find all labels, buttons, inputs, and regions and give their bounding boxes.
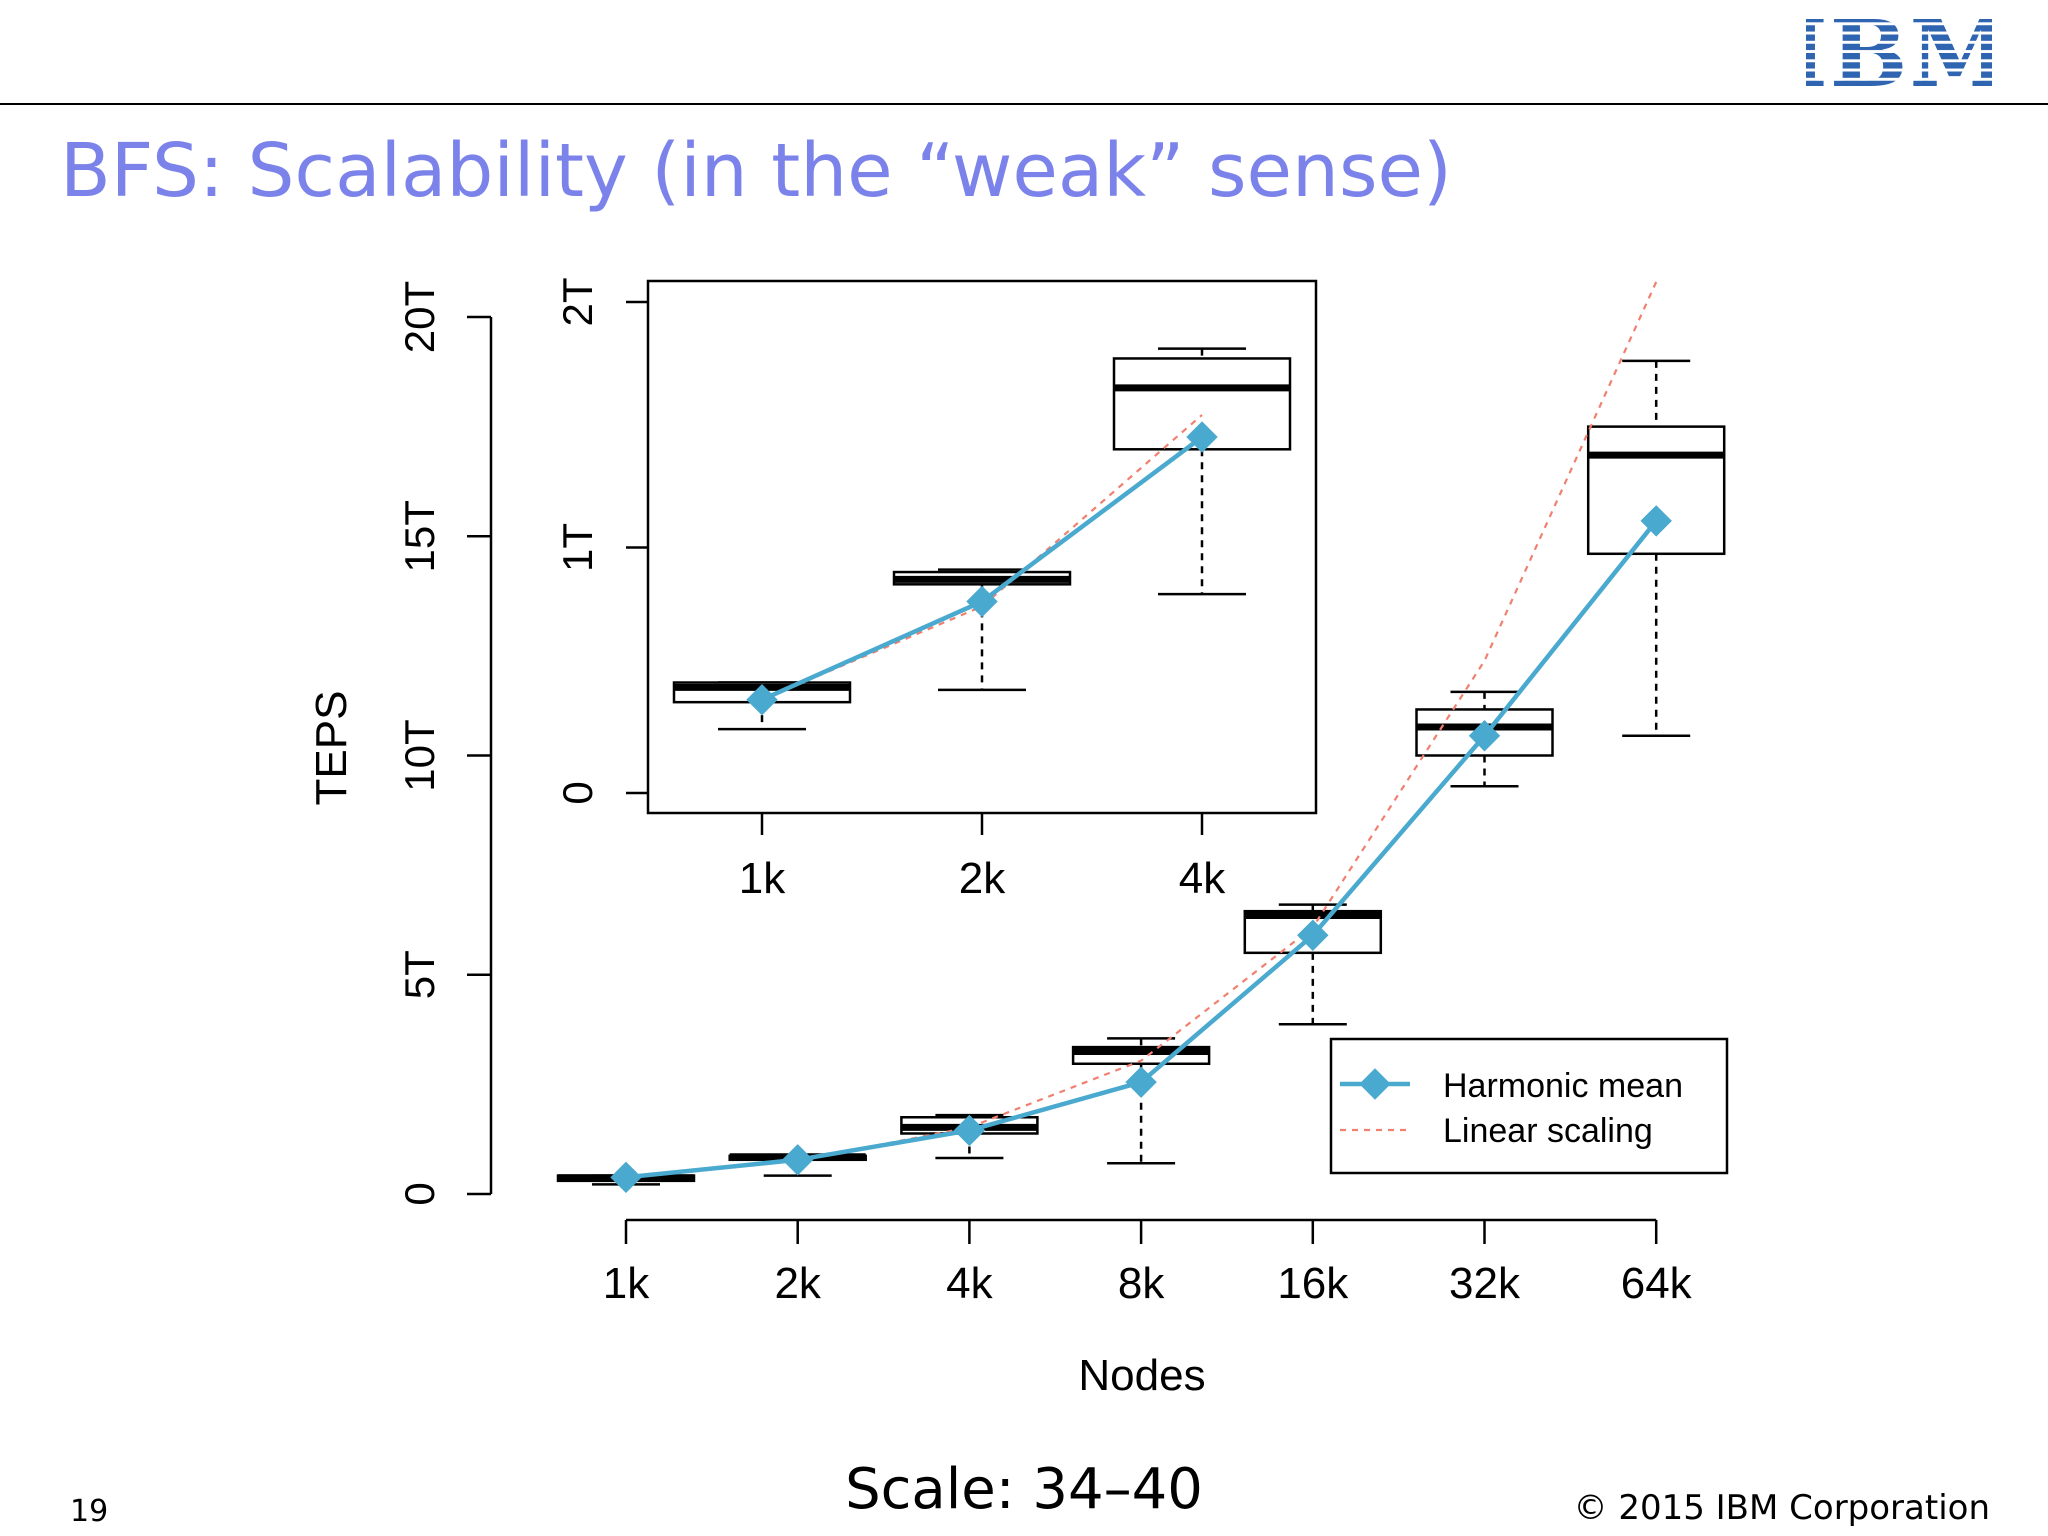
inset-y-tick-label-2: 2T [554,277,601,326]
inset-x-tick-label-4k: 4k [1179,854,1226,903]
main-y-tick-label-3: 15T [396,500,443,572]
main-x-tick-label-64k: 64k [1621,1259,1693,1308]
main-box-64k [1586,359,1726,738]
inset-x-tick-label-1k: 1k [739,854,786,903]
main-x-axis-label: Nodes [1078,1351,1205,1400]
inset-box-2k [892,568,1072,692]
legend-linear-label: Linear scaling [1443,1112,1653,1150]
teps-chart: 0 5T 10T 15T 20T TEPS 1k 2k 4k 8k 16k 32k 64k Nodes Ha… [307,277,1729,1400]
main-y-tick-label-0: 0 [396,1182,443,1205]
main-y-tick-label-4: 20T [396,281,443,353]
legend-harmonic-label: Harmonic mean [1443,1067,1683,1105]
legend-box [1329,1037,1729,1175]
header-rule [0,103,2048,105]
main-x-tick-label-16k: 16k [1277,1259,1349,1308]
legend-harmonic-diamond [1359,1068,1391,1100]
legend: Harmonic mean Linear scaling [1329,1037,1729,1175]
copyright: © 2015 IBM Corporation [1573,1488,1990,1528]
inset-y-tick-label-1: 1T [554,523,601,572]
inset-harmonic-point-2k [966,585,998,618]
main-harmonic-point-16k [1297,919,1329,951]
slide-title: BFS: Scalability (in the “weak” sense) [60,128,1452,214]
main-harmonic-point-32k [1468,720,1501,752]
main-box-8k [1071,1037,1211,1165]
page-number: 19 [70,1494,109,1529]
main-harmonic-point-8k [1125,1066,1157,1098]
inset-x-tick-label-2k: 2k [959,854,1006,903]
main-x-tick-label-1k: 1k [603,1259,650,1308]
main-harmonic-point-2k [781,1144,814,1176]
main-harmonic-point-64k [1640,505,1672,537]
scale-caption: Scale: 34–40 [845,1457,1203,1522]
inset-linear-scaling-line [761,414,1203,701]
main-x-tick-label-2k: 2k [774,1259,821,1308]
main-harmonic-point-1k [610,1161,642,1194]
main-x-tick-label-8k: 8k [1118,1259,1165,1308]
inset-y-tick-label-0: 0 [554,781,601,804]
main-y-tick-label-1: 5T [396,950,443,999]
ibm-logo: IBM [1785,0,2012,108]
inset-harmonic-point-4k [1186,421,1218,453]
main-harmonic-point-4k [953,1114,986,1147]
main-x-tick-label-32k: 32k [1449,1259,1521,1308]
main-x-tick-label-4k: 4k [946,1259,993,1308]
inset-harmonic-point-1k [746,684,778,716]
inset-box-4k [1112,347,1292,596]
main-y-tick-label-2: 10T [396,719,443,791]
main-y-axis-label: TEPS [307,691,356,806]
